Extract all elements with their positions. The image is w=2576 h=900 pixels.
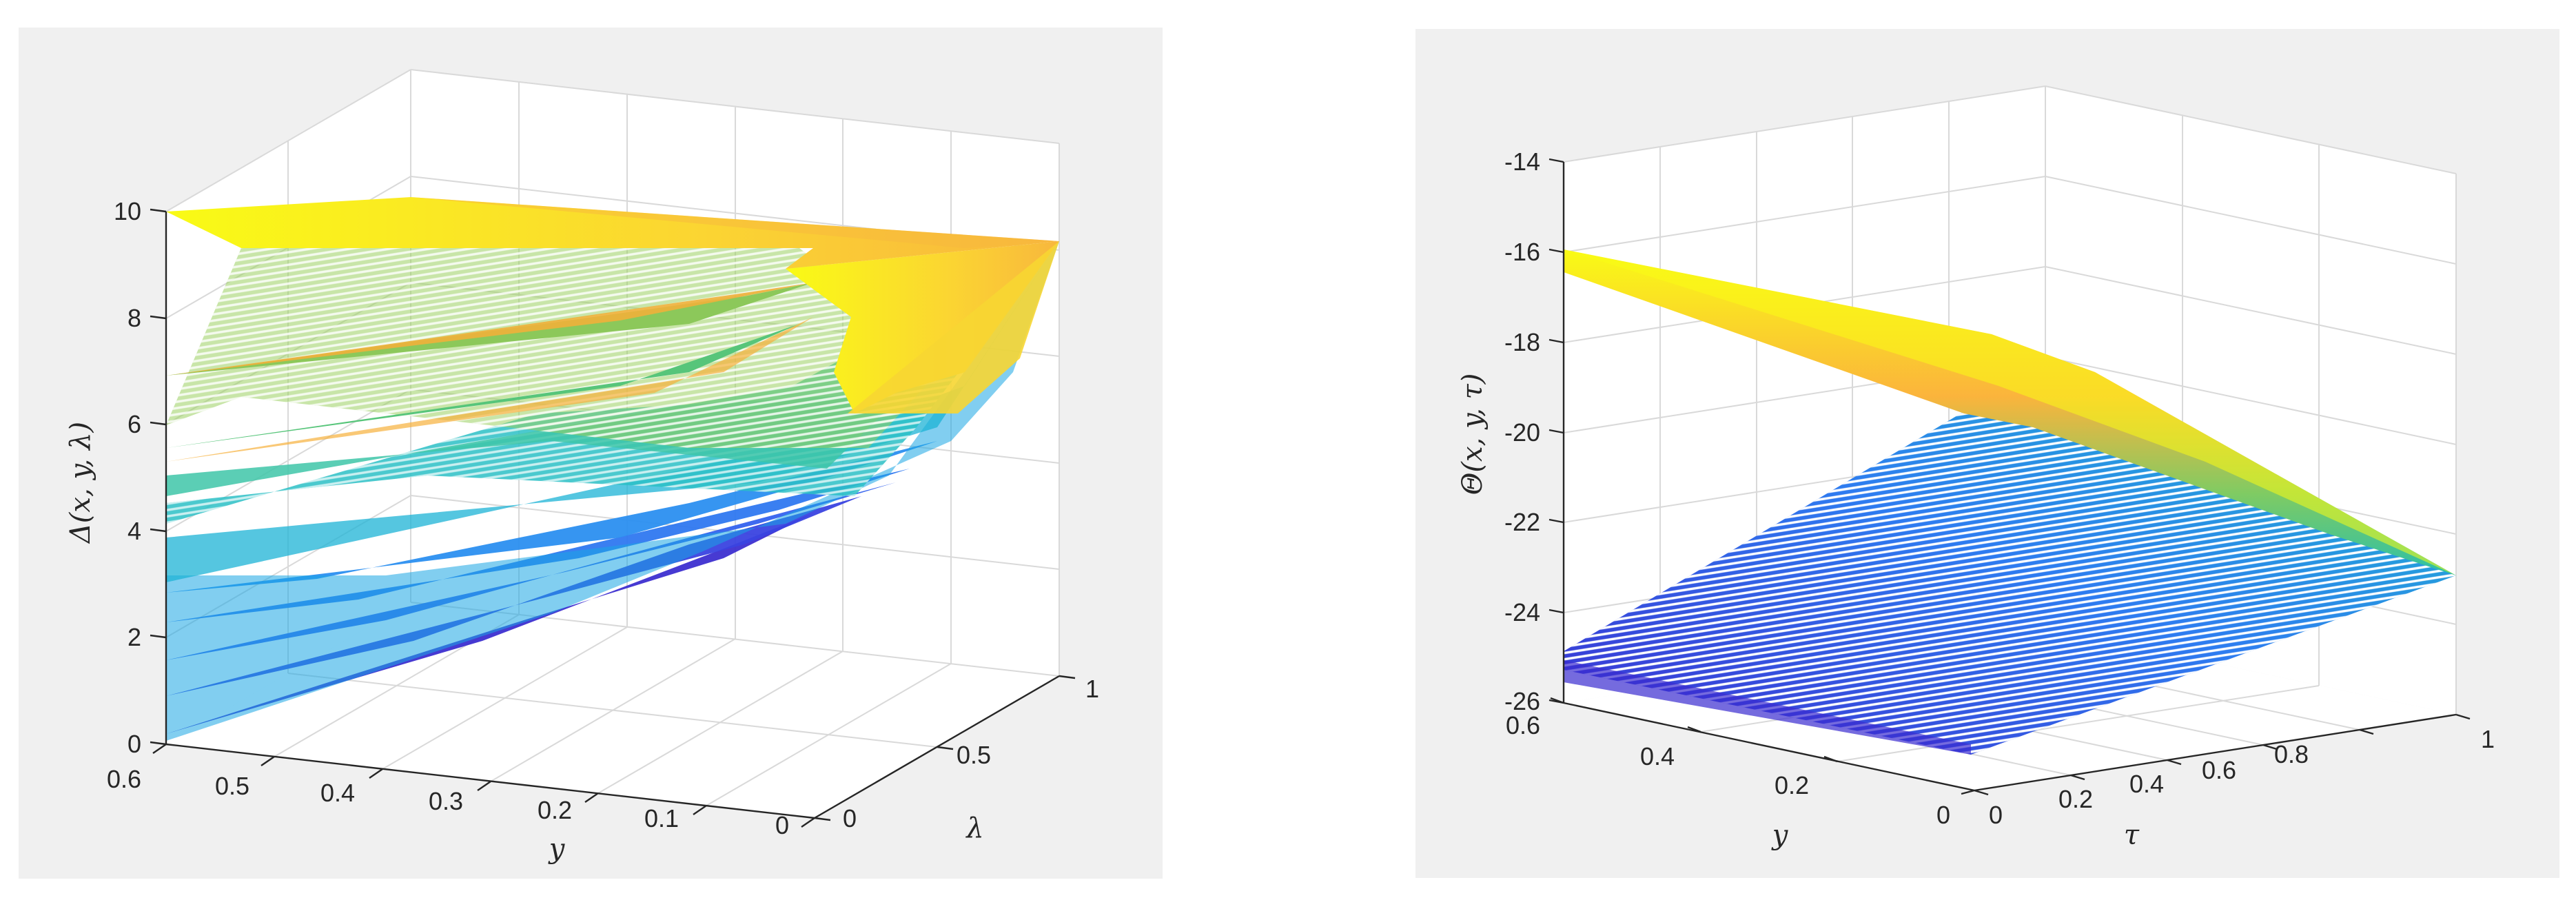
left-lambda-tick-0.5: 0.5 [957, 741, 991, 769]
left-y-tick-0.1: 0.1 [644, 804, 679, 832]
right-y-ticks: 0.6 0.4 0.2 0 [1506, 697, 1975, 829]
left-zlabel-delta: Δ(x, y, λ) [65, 422, 96, 544]
right-z-tick--16: -16 [1504, 238, 1540, 266]
left-lambda-ticks: 0 0.5 1 [814, 675, 1099, 832]
left-y-tick-0.4: 0.4 [320, 779, 355, 807]
left-xlabel-y: y [548, 833, 566, 865]
right-z-tick--22: -22 [1504, 508, 1540, 536]
left-y-tick-0: 0 [775, 811, 789, 839]
right-z-tick--24: -24 [1504, 598, 1540, 626]
right-z-tick--20: -20 [1504, 418, 1540, 447]
right-zlabel-theta: Θ(x, y, τ) [1457, 374, 1489, 495]
right-y-tick-0: 0 [1936, 801, 1950, 829]
right-3d-axes: -14 -16 -18 -20 -22 -24 -26 0.6 0.4 0.2 … [1457, 85, 2495, 851]
right-upper-band [1564, 249, 2456, 575]
left-z-tick-10: 10 [114, 197, 141, 225]
right-tau-tick-0.2: 0.2 [2058, 785, 2093, 813]
left-3d-axes: 0 2 4 6 8 10 0.6 0.5 0.4 0.3 0.2 0.1 0 [65, 69, 1099, 865]
right-y-tick-0.4: 0.4 [1640, 742, 1675, 770]
left-y-tick-0.2: 0.2 [538, 796, 572, 824]
left-lambda-tick-0: 0 [843, 804, 857, 832]
right-tau-tick-0.4: 0.4 [2129, 770, 2164, 798]
floor-gridlines [274, 614, 952, 806]
right-ylabel-tau: τ [2124, 819, 2140, 851]
right-y-tick-0.6: 0.6 [1506, 711, 1540, 739]
left-y-tick-0.6: 0.6 [107, 765, 141, 793]
right-tau-tick-0.6: 0.6 [2202, 756, 2236, 784]
left-z-tick-4: 4 [127, 517, 141, 545]
left-y-tick-0.5: 0.5 [215, 772, 249, 800]
left-z-ticks: 0 2 4 6 8 10 [114, 197, 167, 758]
right-tau-ticks: 0 0.2 0.4 0.6 0.8 1 [1974, 713, 2495, 829]
right-y-tick-0.2: 0.2 [1775, 771, 1809, 799]
right-tau-tick-0.8: 0.8 [2274, 740, 2309, 768]
right-tau-tick-0: 0 [1989, 801, 2003, 829]
left-z-tick-6: 6 [127, 410, 141, 438]
left-z-tick-2: 2 [127, 623, 141, 651]
right-xlabel-y: y [1771, 819, 1789, 851]
left-y-ticks: 0.6 0.5 0.4 0.3 0.2 0.1 0 [107, 744, 815, 839]
left-surface-sheets [166, 197, 1059, 741]
left-z-tick-8: 8 [127, 304, 141, 332]
left-y-tick-0.3: 0.3 [429, 787, 463, 815]
left-ylabel-lambda: λ [965, 812, 983, 844]
left-z-tick-0: 0 [127, 730, 141, 758]
right-z-ticks: -14 -16 -18 -20 -22 -24 -26 [1504, 147, 1564, 715]
right-tau-tick-1: 1 [2481, 725, 2495, 753]
right-z-tick--18: -18 [1504, 328, 1540, 356]
right-z-tick--26: -26 [1504, 687, 1540, 715]
right-z-tick--14: -14 [1504, 147, 1540, 176]
left-lambda-tick-1: 1 [1085, 675, 1099, 703]
